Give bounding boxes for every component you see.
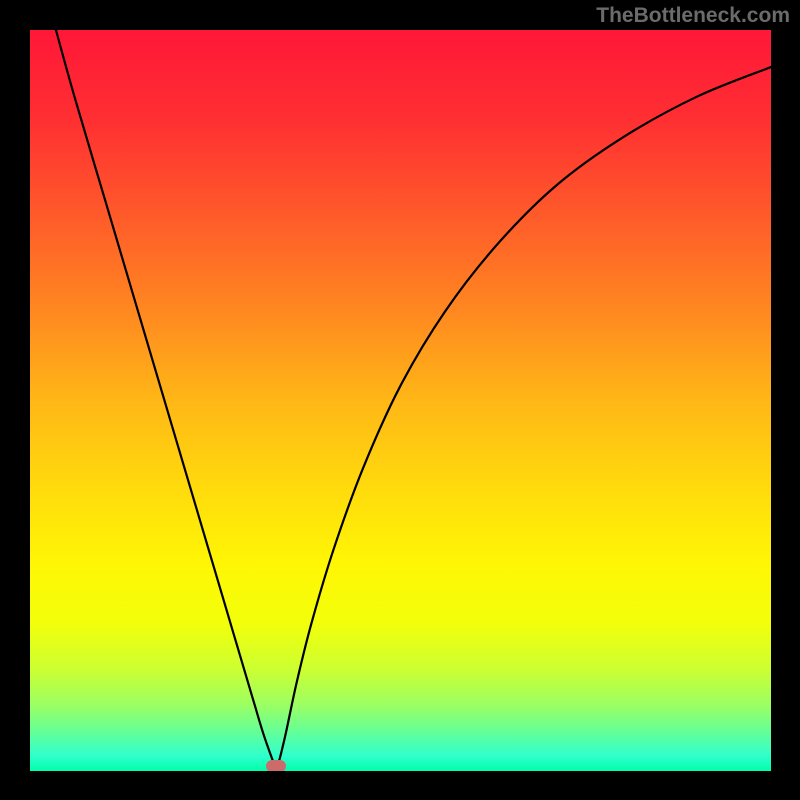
curve-svg bbox=[30, 30, 771, 771]
plot-area bbox=[30, 30, 771, 771]
minimum-marker bbox=[266, 760, 286, 771]
bottleneck-curve bbox=[56, 30, 771, 770]
watermark-text: TheBottleneck.com bbox=[596, 4, 790, 28]
